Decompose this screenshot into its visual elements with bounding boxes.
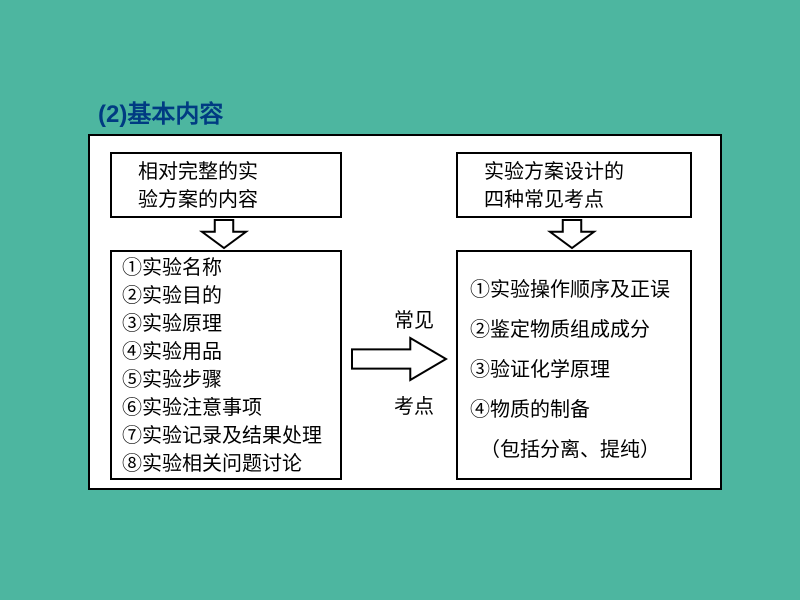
arrow-label-bottom: 考点 bbox=[394, 390, 434, 419]
box-plan-items-list: ①实验名称②实验目的③实验原理④实验用品⑤实验步骤⑥实验注意事项⑦实验记录及结果… bbox=[110, 250, 342, 480]
box-complete-plan-content: 相对完整的实验方案的内容 bbox=[110, 152, 342, 218]
box-line: ⑤实验步骤 bbox=[122, 366, 330, 394]
box-line: ①实验名称 bbox=[122, 254, 330, 282]
box-line: ②鉴定物质组成成分 bbox=[470, 310, 678, 350]
box-line: ⑦实验记录及结果处理 bbox=[122, 422, 330, 450]
section-heading: (2)基本内容 bbox=[98, 94, 223, 129]
box-line: ④实验用品 bbox=[122, 338, 330, 366]
box-line: ③验证化学原理 bbox=[470, 350, 678, 390]
box-design-exam-points: 实验方案设计的四种常见考点 bbox=[456, 152, 692, 218]
box-exam-point-items-list: ①实验操作顺序及正误②鉴定物质组成成分③验证化学原理④物质的制备 （包括分离、提… bbox=[456, 250, 692, 480]
box-line: 实验方案设计的 bbox=[484, 158, 664, 186]
box-line: ③实验原理 bbox=[122, 310, 330, 338]
box-line: ②实验目的 bbox=[122, 282, 330, 310]
box-line: 相对完整的实 bbox=[138, 158, 314, 186]
arrow-down-left bbox=[202, 220, 246, 248]
box-line: 四种常见考点 bbox=[484, 186, 664, 214]
box-line: ④物质的制备 bbox=[470, 390, 678, 430]
box-line: （包括分离、提纯） bbox=[470, 430, 678, 470]
arrow-down-right bbox=[550, 220, 594, 248]
box-line: ⑧实验相关问题讨论 bbox=[122, 450, 330, 478]
box-line: ⑥实验注意事项 bbox=[122, 394, 330, 422]
arrow-label-top: 常见 bbox=[394, 304, 434, 333]
arrow-right-center bbox=[352, 338, 446, 380]
box-line: 验方案的内容 bbox=[138, 186, 314, 214]
diagram-panel: 相对完整的实验方案的内容 实验方案设计的四种常见考点 ①实验名称②实验目的③实验… bbox=[88, 134, 722, 490]
box-line: ①实验操作顺序及正误 bbox=[470, 270, 678, 310]
